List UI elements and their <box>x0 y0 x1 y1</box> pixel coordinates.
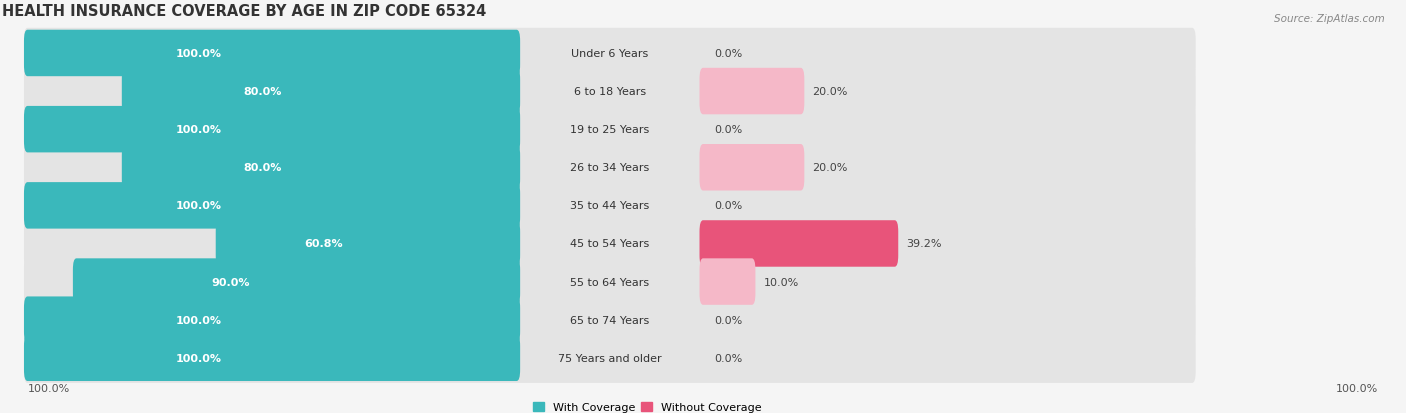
Text: 0.0%: 0.0% <box>714 49 742 59</box>
Text: 20.0%: 20.0% <box>813 163 848 173</box>
Text: 6 to 18 Years: 6 to 18 Years <box>574 87 645 97</box>
FancyBboxPatch shape <box>122 145 520 191</box>
FancyBboxPatch shape <box>122 69 520 115</box>
FancyBboxPatch shape <box>24 183 520 229</box>
FancyBboxPatch shape <box>24 335 520 381</box>
FancyBboxPatch shape <box>24 219 1195 269</box>
Text: 100.0%: 100.0% <box>176 49 222 59</box>
FancyBboxPatch shape <box>24 29 1195 79</box>
FancyBboxPatch shape <box>700 69 804 115</box>
Text: 39.2%: 39.2% <box>907 239 942 249</box>
FancyBboxPatch shape <box>24 107 520 153</box>
FancyBboxPatch shape <box>24 67 1195 117</box>
Text: 0.0%: 0.0% <box>714 315 742 325</box>
Text: 100.0%: 100.0% <box>176 201 222 211</box>
FancyBboxPatch shape <box>215 221 520 267</box>
FancyBboxPatch shape <box>24 333 1195 383</box>
Text: HEALTH INSURANCE COVERAGE BY AGE IN ZIP CODE 65324: HEALTH INSURANCE COVERAGE BY AGE IN ZIP … <box>3 4 486 19</box>
Text: Source: ZipAtlas.com: Source: ZipAtlas.com <box>1274 14 1385 24</box>
Text: 55 to 64 Years: 55 to 64 Years <box>571 277 650 287</box>
Text: 65 to 74 Years: 65 to 74 Years <box>571 315 650 325</box>
Text: 0.0%: 0.0% <box>714 201 742 211</box>
Text: 75 Years and older: 75 Years and older <box>558 353 662 363</box>
FancyBboxPatch shape <box>24 181 1195 231</box>
FancyBboxPatch shape <box>700 259 755 305</box>
Legend: With Coverage, Without Coverage: With Coverage, Without Coverage <box>533 402 762 412</box>
Text: 0.0%: 0.0% <box>714 353 742 363</box>
Text: 45 to 54 Years: 45 to 54 Years <box>571 239 650 249</box>
Text: 19 to 25 Years: 19 to 25 Years <box>571 125 650 135</box>
FancyBboxPatch shape <box>24 105 1195 155</box>
Text: 80.0%: 80.0% <box>243 87 281 97</box>
Text: 80.0%: 80.0% <box>243 163 281 173</box>
FancyBboxPatch shape <box>700 221 898 267</box>
Text: 100.0%: 100.0% <box>176 125 222 135</box>
Text: 100.0%: 100.0% <box>1336 383 1378 393</box>
FancyBboxPatch shape <box>24 31 520 77</box>
Text: 26 to 34 Years: 26 to 34 Years <box>571 163 650 173</box>
FancyBboxPatch shape <box>73 259 520 305</box>
FancyBboxPatch shape <box>700 145 804 191</box>
FancyBboxPatch shape <box>24 297 520 343</box>
Text: Under 6 Years: Under 6 Years <box>571 49 648 59</box>
Text: 100.0%: 100.0% <box>176 315 222 325</box>
Text: 100.0%: 100.0% <box>176 353 222 363</box>
FancyBboxPatch shape <box>24 143 1195 193</box>
Text: 100.0%: 100.0% <box>28 383 70 393</box>
Text: 20.0%: 20.0% <box>813 87 848 97</box>
Text: 35 to 44 Years: 35 to 44 Years <box>571 201 650 211</box>
FancyBboxPatch shape <box>24 257 1195 307</box>
Text: 10.0%: 10.0% <box>763 277 799 287</box>
Text: 90.0%: 90.0% <box>211 277 250 287</box>
Text: 60.8%: 60.8% <box>304 239 343 249</box>
FancyBboxPatch shape <box>24 295 1195 345</box>
Text: 0.0%: 0.0% <box>714 125 742 135</box>
